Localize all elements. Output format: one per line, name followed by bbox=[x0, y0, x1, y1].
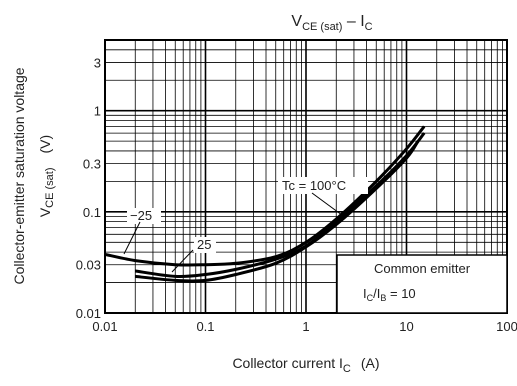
series-layer bbox=[104, 125, 426, 283]
legend-ratio: IC/IB = 10 bbox=[363, 286, 416, 303]
y-tick-label: 0.3 bbox=[83, 157, 101, 172]
y-axis-label-symbol: VCE (sat)(V) bbox=[37, 135, 56, 217]
label-bg-minus25 bbox=[127, 208, 161, 224]
y-tick-label: 0.01 bbox=[76, 306, 101, 321]
y-tick-label: 1 bbox=[94, 104, 101, 119]
tick-labels: 0.01 0.1 1 10 100 0.01 0.03 0.1 0.3 1 3 bbox=[76, 55, 517, 334]
x-tick-label: 100 bbox=[496, 319, 517, 334]
y-tick-label: 0.03 bbox=[76, 258, 101, 273]
y-axis-label-line1: Collector-emitter saturation voltage bbox=[11, 67, 27, 284]
leader-25 bbox=[171, 249, 194, 273]
label-tc100: Tc = 100°C bbox=[282, 178, 346, 193]
label-bg-25 bbox=[194, 237, 216, 253]
plot-frame bbox=[104, 39, 508, 314]
series-line-1 bbox=[135, 132, 426, 279]
label-minus25: −25 bbox=[130, 208, 152, 223]
y-tick-label: 3 bbox=[94, 55, 101, 70]
x-tick-label: 0.01 bbox=[92, 319, 117, 334]
y-tick-label: 0.1 bbox=[83, 205, 101, 220]
series-line-2 bbox=[135, 140, 420, 283]
series-line-0 bbox=[104, 125, 426, 267]
x-axis-label: Collector current IC (A) bbox=[232, 355, 379, 375]
series-labels: −25 25 Tc = 100°C bbox=[123, 177, 368, 273]
label-bg-100 bbox=[278, 177, 368, 194]
leader-minus25 bbox=[123, 221, 141, 255]
legend-box: Common emitter IC/IB = 10 bbox=[336, 254, 508, 314]
leader-tc100 bbox=[311, 192, 347, 219]
legend-frame bbox=[336, 254, 508, 314]
label-25: 25 bbox=[197, 237, 211, 252]
x-tick-label: 10 bbox=[399, 319, 413, 334]
chart-title: VCE (sat) – IC bbox=[291, 13, 372, 33]
x-tick-label: 0.1 bbox=[196, 319, 214, 334]
x-tick-label: 1 bbox=[302, 319, 309, 334]
legend-common-emitter: Common emitter bbox=[374, 261, 471, 276]
